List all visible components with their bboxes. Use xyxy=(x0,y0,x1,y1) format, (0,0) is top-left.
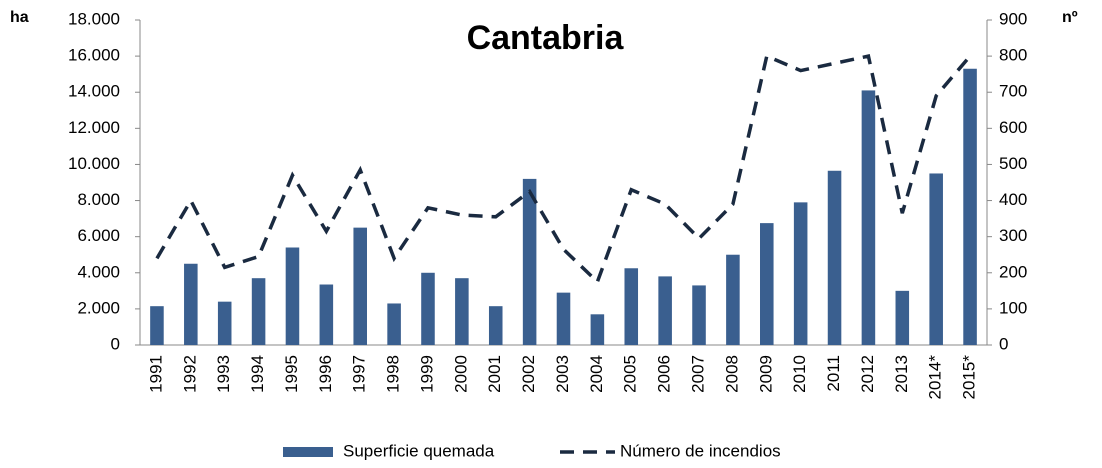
x-tick-label: 2011 xyxy=(824,355,843,392)
x-tick-label: 1992 xyxy=(180,355,199,393)
x-tick-label: 2009 xyxy=(756,355,775,393)
y2-tick-label: 0 xyxy=(999,334,1008,353)
bar xyxy=(387,303,401,345)
x-tick-label: 2006 xyxy=(655,355,674,393)
bar xyxy=(556,292,571,345)
bar xyxy=(184,263,198,345)
y-tick-label: 16.000 xyxy=(68,46,120,65)
bar xyxy=(251,278,266,345)
y2-tick-label: 500 xyxy=(999,154,1027,173)
bar xyxy=(590,314,605,345)
bar xyxy=(658,276,672,345)
x-tick-label: 2010 xyxy=(790,355,809,393)
bar xyxy=(895,290,910,345)
x-tick-label: 2005 xyxy=(621,355,640,393)
y2-tick-label: 800 xyxy=(999,46,1027,65)
bar xyxy=(929,173,943,345)
bar xyxy=(522,178,537,345)
bar xyxy=(150,306,164,345)
x-tick-label: 2004 xyxy=(587,355,606,393)
x-tick-label: 1991 xyxy=(146,355,165,393)
x-tick-label: 2015* xyxy=(960,355,979,400)
x-tick-label: 2008 xyxy=(722,355,741,393)
y-tick-label: 18.000 xyxy=(68,9,120,28)
legend-label: Superficie quemada xyxy=(343,441,495,460)
bar xyxy=(217,301,232,345)
x-tick-label: 2000 xyxy=(451,355,470,393)
x-tick-label: 2014* xyxy=(926,355,945,400)
x-tick-label: 1998 xyxy=(384,355,403,393)
y-tick-label: 12.000 xyxy=(68,118,120,137)
line xyxy=(155,53,972,285)
x-tick-label: 2001 xyxy=(485,355,504,393)
x-tick-label: 2007 xyxy=(689,355,708,393)
x-tick-label: 2012 xyxy=(858,355,877,393)
y-tick-label: 8.000 xyxy=(77,190,120,209)
bar xyxy=(421,272,435,345)
y2-tick-label: 600 xyxy=(999,118,1027,137)
x-tick-label: 1996 xyxy=(316,355,335,393)
x-tick-label: 2013 xyxy=(892,355,911,393)
y-axis-label: ha xyxy=(10,9,29,26)
y-tick-label: 6.000 xyxy=(77,226,120,245)
y-tick-label: 14.000 xyxy=(68,82,120,101)
bar xyxy=(726,254,740,345)
y2-tick-label: 300 xyxy=(999,226,1027,245)
y2-tick-label: 900 xyxy=(999,9,1027,28)
y2-tick-label: 100 xyxy=(999,298,1027,317)
bar xyxy=(827,170,842,345)
y2-axis-label: nº xyxy=(1062,9,1078,26)
y2-tick-label: 200 xyxy=(999,262,1027,281)
bar xyxy=(624,268,639,345)
x-tick-label: 1993 xyxy=(214,355,233,393)
x-tick-label: 2003 xyxy=(553,355,572,393)
y-tick-label: 10.000 xyxy=(68,154,120,173)
bar xyxy=(963,68,977,345)
x-tick-label: 1997 xyxy=(350,355,369,393)
bar xyxy=(285,247,300,345)
bar xyxy=(692,285,706,345)
x-tick-label: 1995 xyxy=(282,355,301,393)
bar xyxy=(760,223,774,345)
bar xyxy=(319,284,334,345)
bar xyxy=(353,227,367,345)
bar xyxy=(455,278,469,345)
x-tick-label: 1994 xyxy=(248,355,267,393)
y-tick-label: 0 xyxy=(111,334,120,353)
bar xyxy=(793,202,808,345)
bar xyxy=(488,306,503,345)
legend-swatch xyxy=(283,447,333,457)
chart-title: Cantabria xyxy=(467,19,625,57)
y-tick-label: 2.000 xyxy=(77,298,120,317)
bar xyxy=(861,90,876,346)
x-tick-label: 1999 xyxy=(417,355,436,393)
legend-label: Número de incendios xyxy=(620,441,781,460)
y2-tick-label: 400 xyxy=(999,190,1027,209)
x-tick-label: 2002 xyxy=(519,355,538,393)
y2-tick-label: 700 xyxy=(999,82,1027,101)
y-tick-label: 4.000 xyxy=(77,262,120,281)
